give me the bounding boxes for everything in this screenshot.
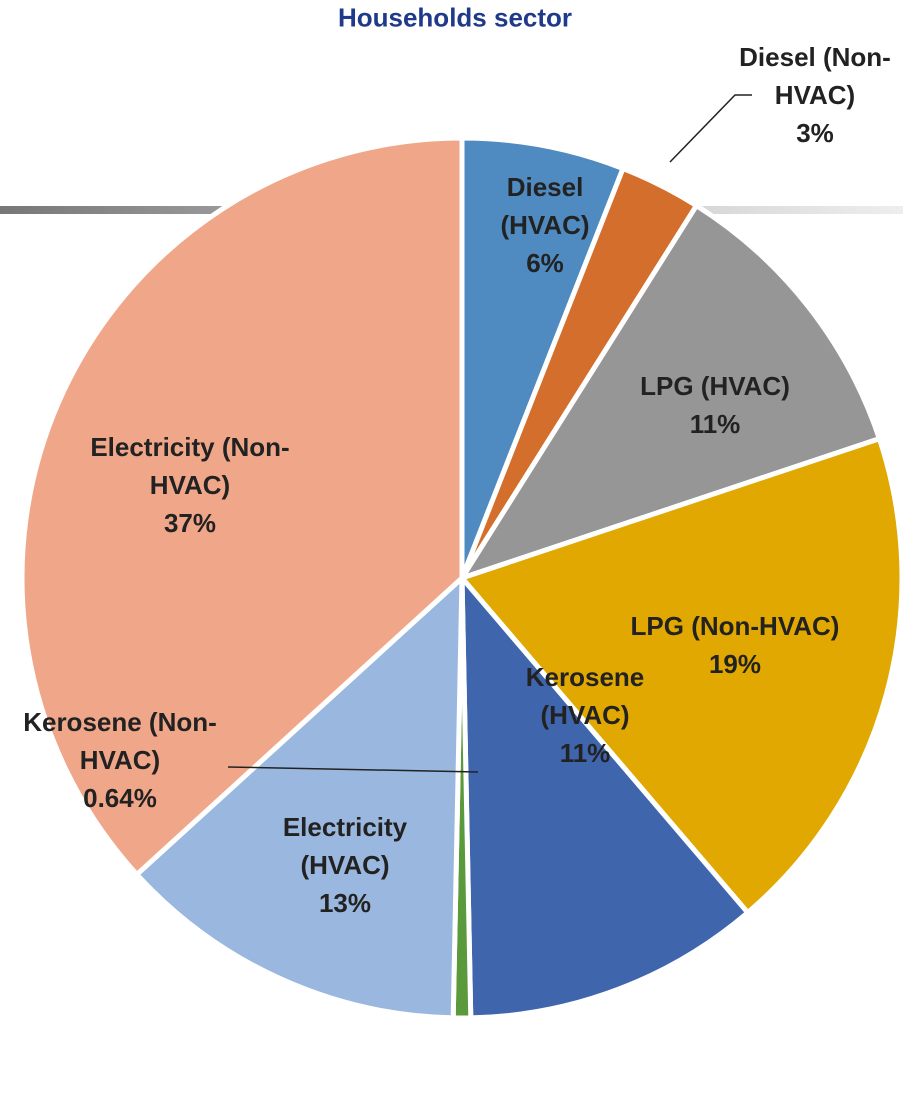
pie-slice: [459, 571, 752, 1021]
pie-slice: [133, 572, 465, 1021]
slices: [19, 135, 903, 1021]
slice-label: Diesel (Non-HVAC) 3%: [720, 38, 903, 152]
value-label: 0.64%: [83, 783, 157, 813]
slice-name: Kerosene (HVAC): [525, 662, 645, 730]
slice-label: Electricity (HVAC) 13%: [245, 808, 445, 922]
pie-slice: [457, 435, 903, 917]
value-label: 37%: [163, 508, 217, 538]
pie-slice: [456, 202, 883, 583]
value-label: 13%: [318, 888, 372, 918]
slice-name: LPG (HVAC): [640, 371, 790, 401]
slice-name: Electricity (Non-HVAC): [90, 432, 290, 500]
slice-name: Electricity (HVAC): [282, 812, 408, 880]
leader-line: [227, 766, 479, 773]
value-label: 11%: [559, 738, 611, 768]
slice-label: Diesel (HVAC) 6%: [490, 168, 600, 282]
value-label: 6%: [526, 248, 564, 278]
value-label: 19%: [708, 649, 762, 679]
slice-name: Diesel (Non-HVAC): [739, 42, 891, 110]
chart-title: Households sector: [337, 2, 573, 33]
slice-label: LPG (HVAC) 11%: [600, 367, 830, 443]
slice-label: LPG (Non-HVAC) 19%: [585, 607, 885, 683]
slice-label: Kerosene (HVAC) 11%: [505, 658, 665, 772]
value-label: 11%: [689, 409, 741, 439]
slice-name: LPG (Non-HVAC): [630, 611, 840, 641]
pie-slice: [459, 135, 627, 579]
value-label: 3%: [796, 118, 834, 148]
slice-name: Diesel (HVAC): [500, 172, 590, 240]
pie-slice: [19, 135, 465, 878]
leader-line: [669, 94, 752, 163]
slice-label: Electricity (Non-HVAC) 37%: [70, 428, 310, 542]
slice-name: Kerosene (Non-HVAC): [23, 707, 217, 775]
slice-label: Kerosene (Non-HVAC) 0.64%: [20, 703, 220, 817]
